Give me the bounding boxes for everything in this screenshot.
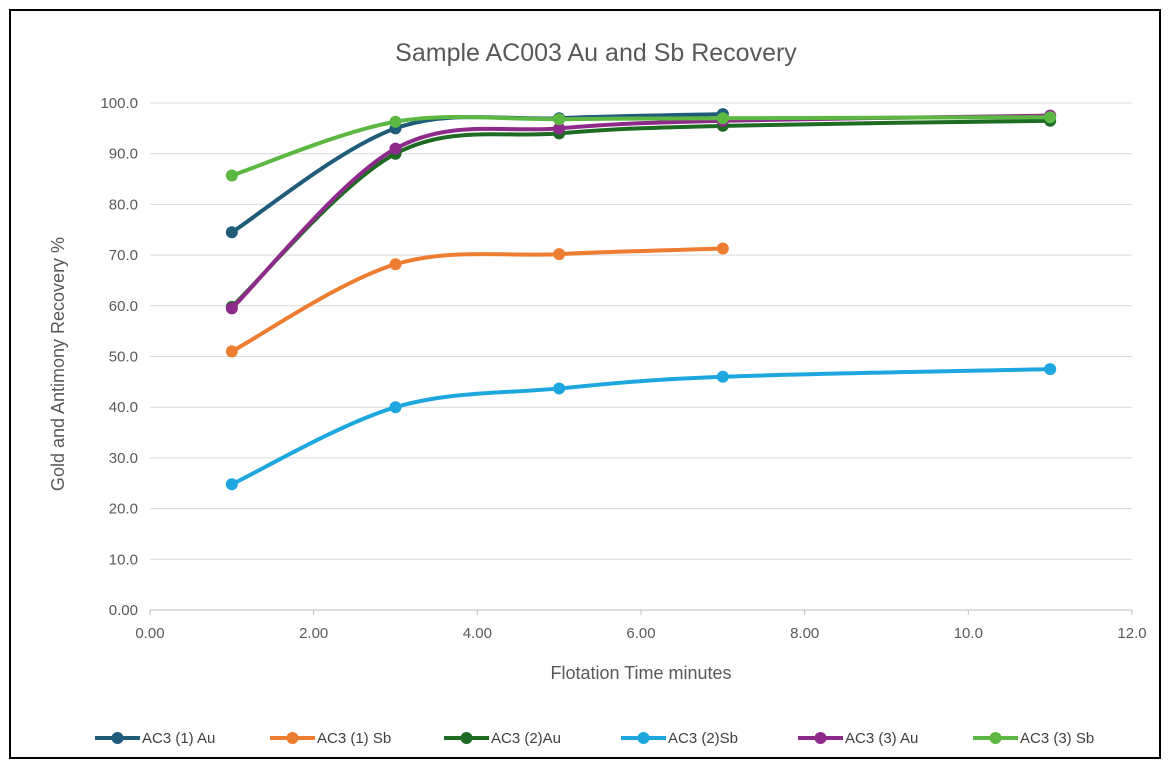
data-point	[225, 302, 238, 315]
y-axis-title: Gold and Antimony Recovery %	[48, 237, 68, 491]
legend-item: AC3 (1) Au	[95, 730, 215, 747]
data-point	[716, 370, 729, 383]
chart-title: Sample AC003 Au and Sb Recovery	[395, 39, 797, 67]
legend-label: AC3 (2)Au	[491, 730, 561, 747]
y-tick-label: 80.0	[109, 196, 138, 213]
x-tick-label: 4.00	[463, 625, 492, 642]
series-layer	[225, 108, 1057, 491]
legend-marker	[814, 732, 827, 744]
data-point	[225, 478, 238, 491]
x-tick-label: 6.00	[626, 625, 655, 642]
data-point	[389, 401, 402, 414]
series-line	[229, 112, 725, 235]
x-tick-label: 12.0	[1117, 625, 1146, 642]
series	[225, 242, 729, 358]
y-tick-label: 10.0	[109, 551, 138, 568]
data-point	[716, 112, 729, 125]
y-tick-label: 90.0	[109, 146, 138, 163]
y-tick-label: 100.0	[100, 95, 138, 112]
data-point	[553, 113, 566, 126]
series	[225, 111, 1057, 182]
legend-marker	[460, 732, 473, 744]
legend-label: AC3 (3) Sb	[1020, 730, 1094, 747]
data-point	[389, 142, 402, 155]
line-chart: Sample AC003 Au and Sb Recovery 0.00 10.0…	[48, 39, 1147, 747]
series-line	[229, 246, 725, 354]
y-tick-label: 40.0	[109, 399, 138, 416]
data-point	[1044, 363, 1057, 376]
x-tick-label: 8.00	[790, 625, 819, 642]
y-tick-label: 20.0	[109, 501, 138, 518]
legend-label: AC3 (1) Au	[142, 730, 215, 747]
legend-marker	[286, 732, 299, 744]
legend-marker	[637, 732, 650, 744]
legend-label: AC3 (3) Au	[845, 730, 918, 747]
data-point	[225, 169, 238, 182]
x-tick-label: 0.00	[135, 625, 164, 642]
series-line	[229, 367, 1053, 487]
y-axis-ticks: 0.00 10.0 20.0 30.0 40.0 50.0 60.0 70.0 80.0 90.0…	[100, 95, 138, 619]
y-tick-label: 70.0	[109, 247, 138, 264]
y-tick-label: 0.00	[109, 602, 138, 619]
data-point	[389, 258, 402, 271]
legend-label: AC3 (2)Sb	[668, 730, 738, 747]
data-point	[553, 122, 566, 135]
chart-frame: Sample AC003 Au and Sb Recovery 0.00 10.0…	[9, 9, 1161, 759]
data-point	[716, 242, 729, 255]
legend-marker	[111, 732, 124, 744]
x-tick-label: 2.00	[299, 625, 328, 642]
legend-item: AC3 (3) Sb	[973, 730, 1094, 747]
series	[225, 363, 1057, 491]
legend: AC3 (1) Au AC3 (1) Sb AC3 (2)Au AC3 (2)Sb AC…	[95, 730, 1094, 747]
legend-item: AC3 (2)Au	[444, 730, 561, 747]
legend-item: AC3 (2)Sb	[621, 730, 738, 747]
data-point	[225, 345, 238, 358]
data-point	[225, 226, 238, 239]
y-tick-label: 60.0	[109, 298, 138, 315]
legend-item: AC3 (1) Sb	[270, 730, 391, 747]
series-line	[229, 114, 1053, 178]
x-axis-title: Flotation Time minutes	[550, 663, 731, 683]
y-tick-label: 50.0	[109, 349, 138, 366]
y-tick-label: 30.0	[109, 450, 138, 467]
data-point	[1044, 111, 1057, 124]
legend-label: AC3 (1) Sb	[317, 730, 391, 747]
legend-item: AC3 (3) Au	[798, 730, 918, 747]
data-point	[389, 115, 402, 128]
gridlines	[150, 102, 1132, 560]
data-point	[553, 382, 566, 395]
data-point	[553, 248, 566, 261]
x-axis-ticks: 0.00 2.00 4.00 6.00 8.00 10.0 12.0	[135, 610, 1147, 642]
x-tick-label: 10.0	[954, 625, 983, 642]
legend-marker	[989, 732, 1002, 744]
